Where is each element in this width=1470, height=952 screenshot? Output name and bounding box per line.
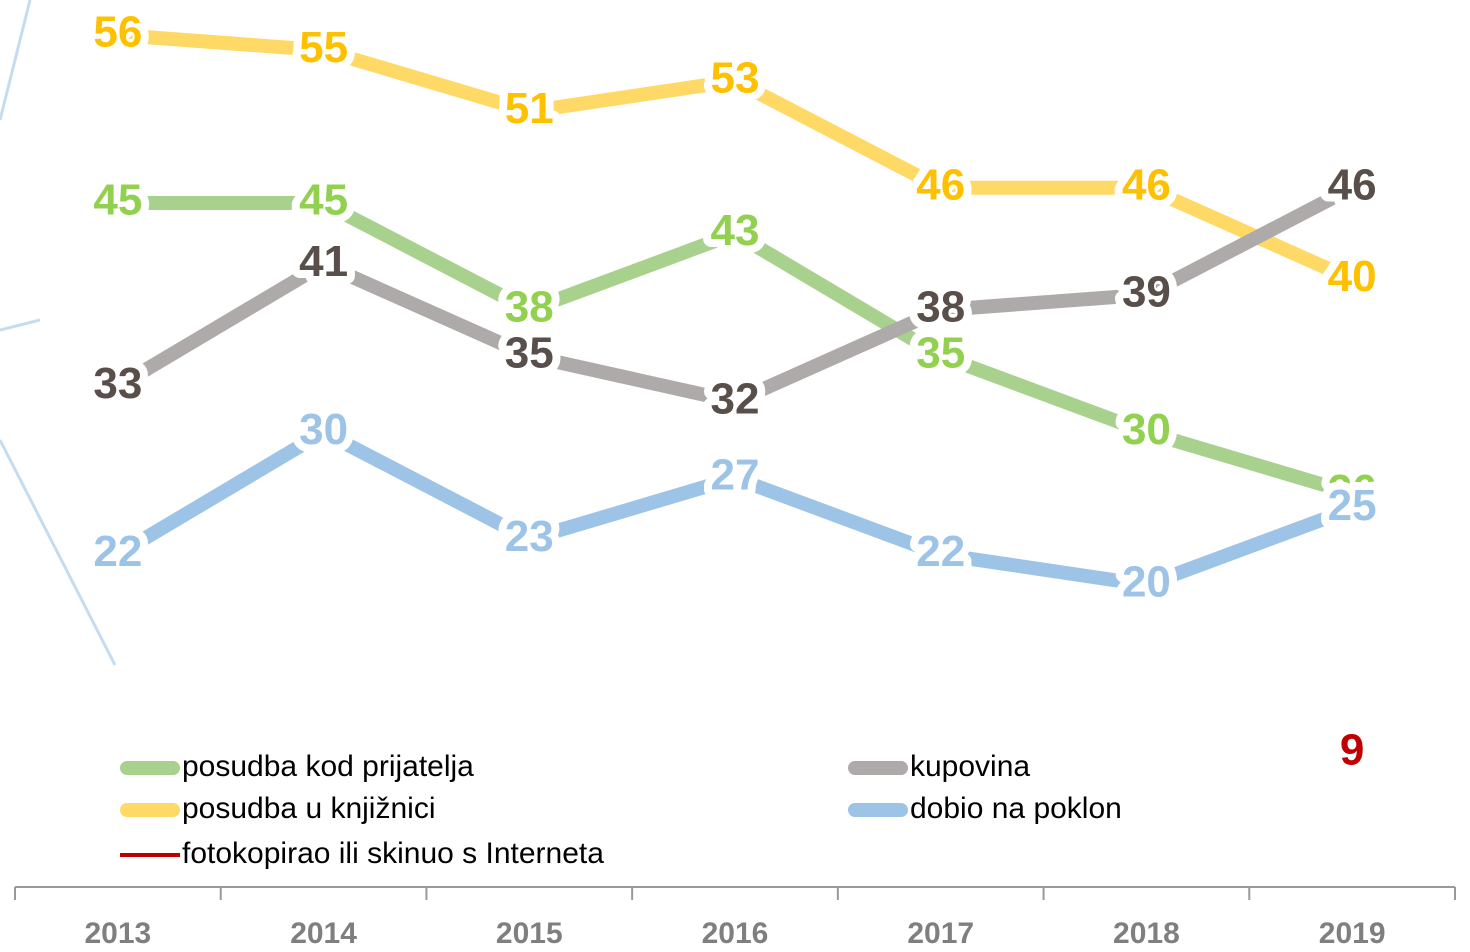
series-line [114, 181, 1356, 409]
data-label: 26 [1328, 466, 1377, 515]
legend-label: fotokopirao ili skinuo s Interneta [182, 837, 604, 870]
data-label: 9 [1340, 726, 1364, 775]
series-line [114, 425, 1355, 592]
x-tick-label: 2015 [496, 917, 563, 950]
data-label: 41 [299, 237, 348, 286]
x-tick-label: 2016 [702, 917, 769, 950]
data-label: 38 [505, 283, 554, 332]
data-label: 46 [1328, 160, 1377, 209]
data-label: 20 [1122, 558, 1171, 607]
data-label: 35 [505, 328, 554, 377]
series-line [117, 28, 1355, 286]
data-label: 30 [299, 405, 348, 454]
data-label: 35 [916, 328, 965, 377]
legend-label: dobio na poklon [910, 792, 1122, 825]
data-label: 38 [916, 283, 965, 332]
series-line [117, 196, 1355, 501]
data-label: 22 [916, 527, 965, 576]
x-tick-label: 2017 [907, 917, 974, 950]
data-label: 45 [93, 176, 142, 225]
data-label: 33 [93, 359, 142, 408]
legend-label: posudba u knjižnici [182, 792, 436, 825]
x-tick-label: 2019 [1319, 917, 1386, 950]
data-label: 51 [505, 84, 554, 133]
data-label: 39 [1122, 267, 1171, 316]
data-label: 53 [711, 53, 760, 102]
data-label: 27 [711, 451, 760, 500]
data-label: 46 [1122, 160, 1171, 209]
legend-label: kupovina [910, 750, 1030, 783]
decoration [0, 0, 117, 666]
data-label: 55 [299, 23, 348, 72]
data-label: 22 [93, 527, 142, 576]
data-label: 56 [93, 8, 142, 57]
data-label: 25 [1328, 481, 1377, 530]
x-tick-label: 2013 [84, 917, 151, 950]
data-label: 40 [1328, 252, 1377, 301]
data-label: 46 [916, 160, 965, 209]
data-label: 43 [711, 206, 760, 255]
x-tick-label: 2014 [290, 917, 357, 950]
data-label: 23 [505, 512, 554, 561]
data-label: 30 [1122, 405, 1171, 454]
legend-label: posudba kod prijatelja [182, 750, 474, 783]
x-tick-label: 2018 [1113, 917, 1180, 950]
data-label: 32 [711, 374, 760, 423]
data-label: 45 [299, 176, 348, 225]
